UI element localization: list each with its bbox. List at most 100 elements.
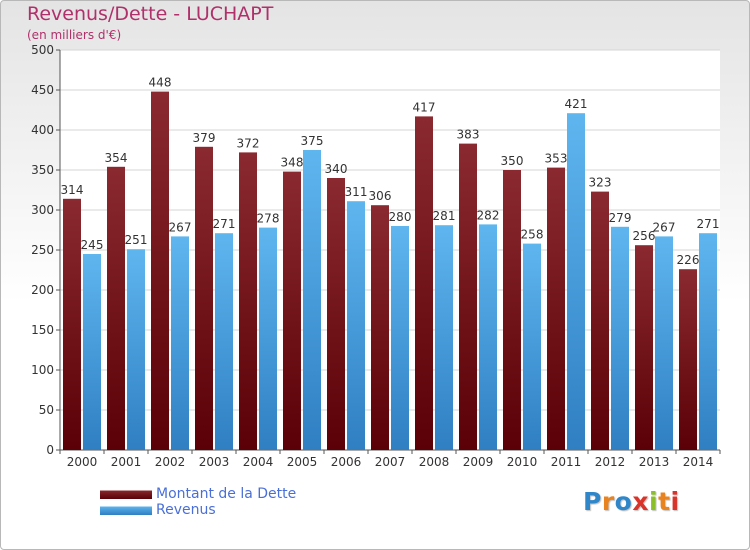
- y-tick-label: 0: [46, 443, 54, 457]
- bar-revenus: [215, 233, 233, 450]
- data-label-dette: 306: [369, 189, 392, 203]
- bar-dette: [371, 205, 389, 450]
- logo-letter: x: [632, 487, 649, 516]
- data-label-revenus: 258: [521, 228, 544, 242]
- y-tick-label: 200: [31, 283, 54, 297]
- x-tick-label: 2002: [155, 455, 186, 469]
- bar-revenus: [655, 236, 673, 450]
- data-label-dette: 350: [501, 154, 524, 168]
- data-label-revenus: 279: [609, 211, 632, 225]
- data-label-dette: 417: [413, 100, 436, 114]
- y-tick-label: 300: [31, 203, 54, 217]
- bar-revenus: [127, 249, 145, 450]
- bar-revenus: [435, 225, 453, 450]
- bar-dette: [415, 116, 433, 451]
- data-label-dette: 379: [193, 131, 216, 145]
- legend-swatch-dette: [100, 489, 152, 499]
- bar-dette: [63, 198, 81, 450]
- y-tick-label: 350: [31, 163, 54, 177]
- chart-subtitle: (en milliers d'€): [27, 28, 122, 42]
- data-label-revenus: 282: [477, 208, 500, 222]
- bar-dette: [503, 170, 521, 450]
- data-label-revenus: 267: [169, 220, 192, 234]
- x-tick-label: 2009: [463, 455, 494, 469]
- bar-dette: [591, 191, 609, 450]
- y-tick-label: 400: [31, 123, 54, 137]
- x-tick-label: 2013: [639, 455, 670, 469]
- data-label-revenus: 280: [389, 210, 412, 224]
- legend-item-revenus: Revenus: [100, 502, 296, 518]
- data-label-revenus: 375: [301, 134, 324, 148]
- bar-revenus: [523, 243, 541, 450]
- x-tick-label: 2012: [595, 455, 626, 469]
- y-tick-label: 150: [31, 323, 54, 337]
- bar-dette: [151, 91, 169, 450]
- legend-swatch-revenus: [100, 505, 152, 515]
- bar-dette: [327, 178, 345, 450]
- bar-revenus: [83, 254, 101, 450]
- bar-revenus: [479, 224, 497, 450]
- x-tick-label: 2000: [67, 455, 98, 469]
- data-label-dette: 323: [589, 176, 612, 190]
- data-label-dette: 372: [237, 136, 260, 150]
- bar-dette: [459, 143, 477, 450]
- bar-dette: [635, 245, 653, 450]
- data-label-dette: 348: [281, 156, 304, 170]
- data-label-revenus: 421: [565, 97, 588, 111]
- bar-dette: [679, 269, 697, 450]
- x-tick-label: 2011: [551, 455, 582, 469]
- x-tick-label: 2006: [331, 455, 362, 469]
- x-tick-label: 2001: [111, 455, 142, 469]
- bar-dette: [107, 166, 125, 451]
- logo-letter: o: [614, 487, 633, 516]
- data-label-dette: 256: [633, 229, 656, 243]
- legend: Montant de la Dette Revenus: [100, 486, 296, 518]
- bar-dette: [239, 152, 257, 450]
- y-tick-label: 450: [31, 83, 54, 97]
- logo-letter: t: [658, 487, 671, 516]
- legend-item-dette: Montant de la Dette: [100, 486, 296, 502]
- y-tick-label: 500: [31, 43, 54, 57]
- bar-revenus: [567, 113, 585, 450]
- data-label-dette: 448: [149, 76, 172, 90]
- y-tick-label: 100: [31, 363, 54, 377]
- logo-letter: i: [649, 487, 659, 516]
- data-label-revenus: 271: [697, 217, 720, 231]
- logo-letter: P: [583, 487, 602, 516]
- data-label-dette: 383: [457, 128, 480, 142]
- data-label-revenus: 281: [433, 209, 456, 223]
- bar-dette: [547, 167, 565, 450]
- data-label-dette: 226: [677, 253, 700, 267]
- data-label-dette: 354: [105, 151, 128, 165]
- x-tick-label: 2007: [375, 455, 406, 469]
- data-label-revenus: 251: [125, 233, 148, 247]
- data-label-revenus: 311: [345, 185, 368, 199]
- data-label-revenus: 267: [653, 220, 676, 234]
- data-label-revenus: 245: [81, 238, 104, 252]
- bar-dette: [195, 146, 213, 451]
- bar-revenus: [171, 236, 189, 450]
- x-tick-label: 2014: [683, 455, 714, 469]
- logo-letter: r: [601, 487, 615, 516]
- logo-letter: i: [670, 487, 680, 516]
- y-tick-label: 50: [39, 403, 54, 417]
- x-tick-label: 2008: [419, 455, 450, 469]
- data-label-dette: 353: [545, 152, 568, 166]
- chart-title: Revenus/Dette - LUCHAPT: [27, 3, 274, 25]
- bar-revenus: [611, 226, 629, 450]
- legend-label-revenus: Revenus: [156, 502, 216, 518]
- x-tick-label: 2010: [507, 455, 538, 469]
- bar-revenus: [699, 233, 717, 450]
- x-tick-label: 2003: [199, 455, 230, 469]
- bar-revenus: [259, 227, 277, 450]
- data-label-dette: 340: [325, 162, 348, 176]
- legend-label-dette: Montant de la Dette: [156, 486, 297, 502]
- bar-dette: [283, 171, 301, 450]
- data-label-dette: 314: [61, 183, 84, 197]
- bar-revenus: [303, 150, 321, 450]
- x-tick-label: 2004: [243, 455, 274, 469]
- bar-revenus: [391, 226, 409, 450]
- proxiti-logo: Proxiti: [583, 487, 680, 516]
- data-label-revenus: 278: [257, 212, 280, 226]
